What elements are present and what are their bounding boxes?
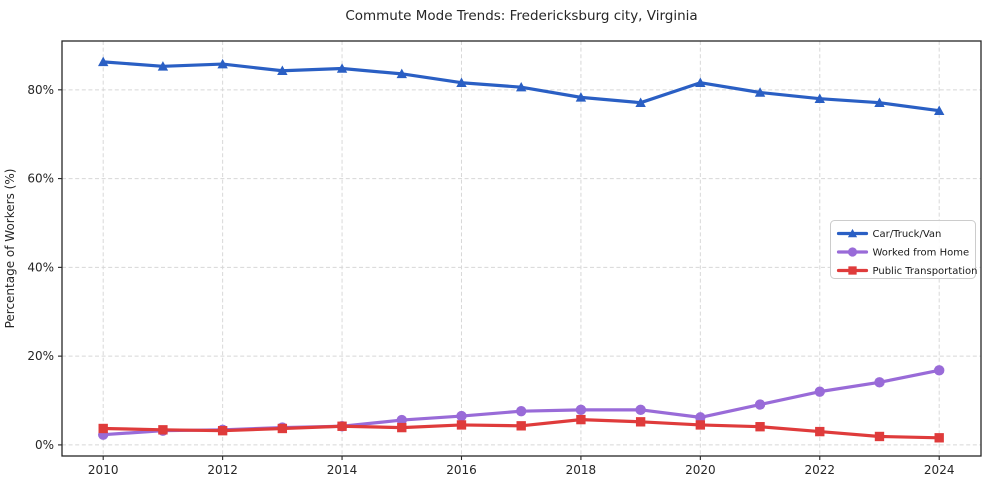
series-public-transportation [98,414,944,443]
triangle-marker-car-truck-van [934,105,945,115]
triangle-marker-car-truck-van [98,56,109,67]
square-marker-public-transportation [337,421,347,431]
triangle-marker-car-truck-van [277,65,288,76]
square-marker-public-transportation [695,420,706,430]
triangle-marker-car-truck-van [456,77,467,87]
triangle-marker-car-truck-van [814,93,825,103]
triangle-marker-car-truck-van [336,63,348,73]
circle-legend-marker [847,247,858,257]
chart-title: Commute Mode Trends: Fredericksburg city… [345,8,698,24]
y-tick-label: 60% [27,172,54,186]
y-tick-label: 80% [27,83,54,97]
triangle-marker-car-truck-van [516,81,527,92]
x-tick-label: 2016 [446,463,477,477]
square-marker-public-transportation [456,420,467,430]
circle-marker-worked-from-home [754,399,766,410]
x-tick-label: 2012 [207,463,238,477]
circle-marker-worked-from-home [934,365,945,376]
y-tick-label: 20% [27,349,54,363]
triangle-marker-car-truck-van [695,77,706,87]
y-tick-label: 40% [27,260,54,274]
x-tick-label: 2022 [804,463,835,477]
square-marker-public-transportation [397,422,407,433]
plot-frame [61,40,982,457]
triangle-marker-car-truck-van [635,97,646,107]
circle-marker-worked-from-home [516,405,527,417]
square-marker-public-transportation [815,426,825,437]
square-legend-marker [848,266,857,275]
circle-marker-worked-from-home [396,414,407,426]
circle-marker-worked-from-home [814,386,825,397]
legend-entry-public-transportation: Public Transportation [836,266,978,277]
triangle-marker-car-truck-van [754,87,766,97]
y-tick-label: 0% [35,438,54,452]
square-marker-public-transportation [874,431,885,442]
triangle-marker-car-truck-van [874,97,885,107]
triangle-marker-car-truck-van [157,61,169,71]
square-marker-public-transportation [576,414,586,425]
legend-entry-worked-from-home: Worked from Home [836,247,970,259]
x-tick-label: 2018 [566,463,597,477]
x-tick-label: 2024 [924,463,955,477]
triangle-marker-car-truck-van [575,92,587,102]
square-marker-public-transportation [277,423,288,434]
legend-label-public-transportation: Public Transportation [873,266,978,277]
circle-marker-worked-from-home [874,377,885,388]
triangle-legend-marker [847,228,858,238]
square-marker-public-transportation [516,421,526,431]
triangle-marker-car-truck-van [217,58,228,69]
legend-label-car-truck-van: Car/Truck/Van [873,229,942,240]
square-marker-public-transportation [98,423,108,434]
x-tick-label: 2020 [685,463,716,477]
circle-marker-worked-from-home [695,412,706,423]
square-marker-public-transportation [158,425,168,435]
circle-marker-worked-from-home [456,410,467,422]
series-car-truck-van [98,56,945,115]
circle-marker-worked-from-home [575,404,587,416]
x-tick-label: 2010 [88,463,119,477]
legend: Car/Truck/Van Worked from Home Public Tran… [830,220,978,279]
square-marker-public-transportation [755,422,765,432]
square-marker-public-transportation [635,417,646,427]
legend-label-worked-from-home: Worked from Home [873,248,970,259]
circle-marker-worked-from-home [635,404,646,416]
triangle-marker-car-truck-van [396,68,407,79]
square-marker-public-transportation [934,433,944,443]
square-marker-public-transportation [217,426,228,436]
legend-entry-car-truck-van: Car/Truck/Van [836,228,942,240]
y-axis-label: Percentage of Workers (%) [3,169,17,329]
x-tick-label: 2014 [327,463,358,477]
